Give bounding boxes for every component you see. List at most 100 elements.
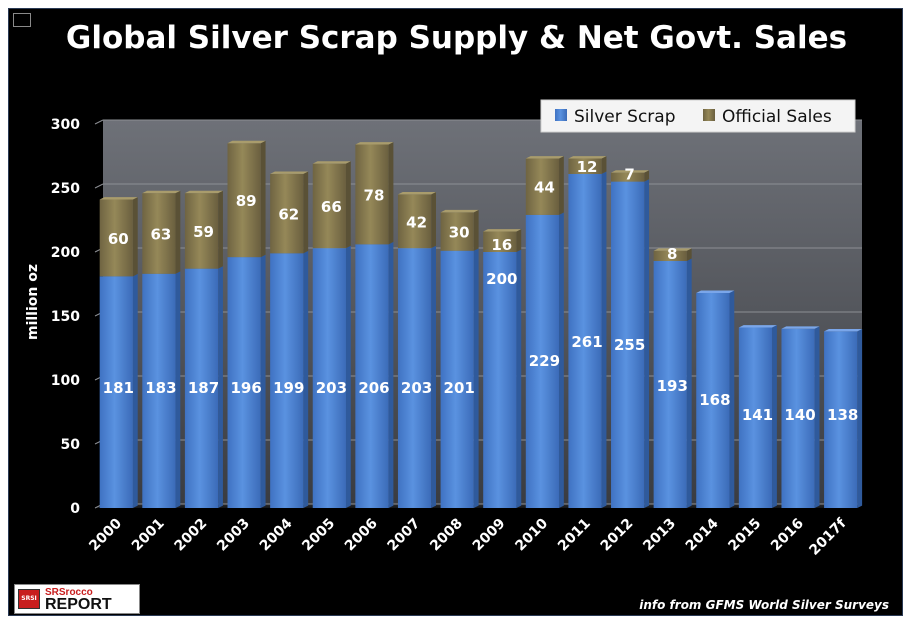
legend-box xyxy=(540,99,856,133)
bar-official-sales xyxy=(397,194,432,249)
logo-line1: SRSrocco xyxy=(45,587,93,598)
bar-silver-scrap xyxy=(611,181,645,508)
bar-official-sales xyxy=(142,193,176,274)
bar-side-silver-scrap xyxy=(345,245,351,508)
bar-silver-scrap xyxy=(781,328,815,508)
bar-silver-scrap xyxy=(227,257,261,508)
gridline-diag xyxy=(94,183,104,189)
x-tick-label: 2005 xyxy=(299,516,338,555)
bar-top-official-sales xyxy=(270,171,309,174)
bar-side-official-sales xyxy=(559,156,564,215)
legend-label-official-sales: Official Sales xyxy=(722,107,832,127)
data-label-official-sales: 78 xyxy=(364,186,385,204)
data-label-silver-scrap: 199 xyxy=(273,379,304,397)
bar-silver-scrap xyxy=(568,173,602,509)
bar-side-silver-scrap xyxy=(473,248,479,508)
bar-side-official-sales xyxy=(303,171,309,254)
x-tick-label: 2010 xyxy=(512,515,551,554)
bar-top-official-sales xyxy=(440,209,479,213)
data-label-official-sales: 62 xyxy=(278,206,299,224)
bar-side-silver-scrap xyxy=(772,325,777,508)
bar-silver-scrap xyxy=(355,244,389,508)
y-tick-label: 300 xyxy=(51,117,80,133)
bar-side-silver-scrap xyxy=(601,171,607,508)
bar-top-silver-scrap xyxy=(824,328,863,332)
bar-silver-scrap xyxy=(184,268,219,508)
x-tick-label: 2012 xyxy=(598,516,637,555)
bar-official-sales xyxy=(227,143,261,258)
bar-official-sales xyxy=(184,193,219,269)
legend-label-silver-scrap: Silver Scrap xyxy=(574,107,676,127)
data-label-official-sales: 30 xyxy=(449,224,470,242)
legend-swatch-silver-scrap xyxy=(555,109,567,121)
bar-official-sales xyxy=(99,199,133,277)
y-tick-label: 0 xyxy=(70,501,80,517)
bar-side-silver-scrap xyxy=(388,241,394,509)
data-label-official-sales: 66 xyxy=(321,198,342,216)
bar-official-sales xyxy=(611,172,645,182)
x-tick-label: 2013 xyxy=(640,516,679,555)
bar-official-sales xyxy=(568,158,602,174)
data-label-silver-scrap: 203 xyxy=(316,379,347,397)
bar-side-silver-scrap xyxy=(260,254,266,508)
data-label-official-sales: 59 xyxy=(193,223,214,241)
x-tick-label: 2017f xyxy=(806,515,850,559)
data-label-silver-scrap: 229 xyxy=(529,352,560,370)
bar-side-official-sales xyxy=(260,140,266,258)
bar-silver-scrap xyxy=(483,252,517,508)
chart-title: Global Silver Scrap Supply & Net Govt. S… xyxy=(65,20,848,56)
logo-line2: REPORT xyxy=(45,596,112,613)
data-label-official-sales: 8 xyxy=(667,245,677,263)
bar-side-silver-scrap xyxy=(814,326,820,508)
bar-silver-scrap xyxy=(738,327,773,508)
data-label-official-sales: 44 xyxy=(534,179,555,197)
gridline-diag xyxy=(94,119,104,125)
x-tick-label: 2011 xyxy=(555,516,594,555)
data-label-silver-scrap: 181 xyxy=(103,379,134,397)
source-note: info from GFMS World Silver Surveys xyxy=(639,598,889,612)
data-label-silver-scrap: 206 xyxy=(358,379,389,397)
data-label-silver-scrap: 183 xyxy=(145,379,176,397)
data-label-silver-scrap: 138 xyxy=(827,406,858,424)
bar-side-silver-scrap xyxy=(175,271,181,508)
bar-side-silver-scrap xyxy=(559,212,564,509)
bar-silver-scrap xyxy=(99,276,133,508)
bar-official-sales xyxy=(312,163,346,249)
x-tick-label: 2009 xyxy=(470,516,509,555)
data-label-official-sales: 89 xyxy=(236,192,257,210)
bar-top-official-sales xyxy=(227,140,266,144)
x-tick-label: 2002 xyxy=(171,516,210,555)
bar-side-official-sales xyxy=(431,192,437,249)
x-tick-label: 2008 xyxy=(427,516,466,555)
bar-top-official-sales xyxy=(525,156,564,159)
x-tick-label: 2001 xyxy=(129,516,168,555)
bar-side-official-sales xyxy=(345,161,351,249)
data-label-official-sales: 7 xyxy=(624,166,634,184)
bar-silver-scrap xyxy=(397,248,432,508)
bar-side-silver-scrap xyxy=(857,328,863,508)
bar-side-silver-scrap xyxy=(644,179,650,508)
bar-side-official-sales xyxy=(473,209,479,251)
bars: 1816018363187591968919962203662067820342… xyxy=(99,140,863,509)
bar-side-silver-scrap xyxy=(516,249,522,508)
bar-side-official-sales xyxy=(175,190,181,274)
bar-top-official-sales xyxy=(653,248,692,251)
x-tick-label: 2004 xyxy=(257,515,296,554)
data-label-silver-scrap: 168 xyxy=(699,391,730,409)
data-label-official-sales: 12 xyxy=(577,158,598,176)
bar-official-sales xyxy=(653,250,687,261)
y-tick-label: 200 xyxy=(51,245,80,261)
data-label-official-sales: 63 xyxy=(150,225,171,243)
data-label-silver-scrap: 261 xyxy=(571,333,602,351)
bar-silver-scrap xyxy=(653,260,687,508)
bar-side-official-sales xyxy=(644,170,650,182)
bar-side-silver-scrap xyxy=(431,245,437,508)
bar-top-silver-scrap xyxy=(738,325,777,328)
bar-top-official-sales xyxy=(568,156,607,159)
bar-top-official-sales xyxy=(142,190,181,194)
bar-official-sales xyxy=(440,212,474,251)
data-label-silver-scrap: 187 xyxy=(188,379,219,397)
bar-side-silver-scrap xyxy=(218,266,223,508)
y-axis-label: million oz xyxy=(25,264,41,340)
